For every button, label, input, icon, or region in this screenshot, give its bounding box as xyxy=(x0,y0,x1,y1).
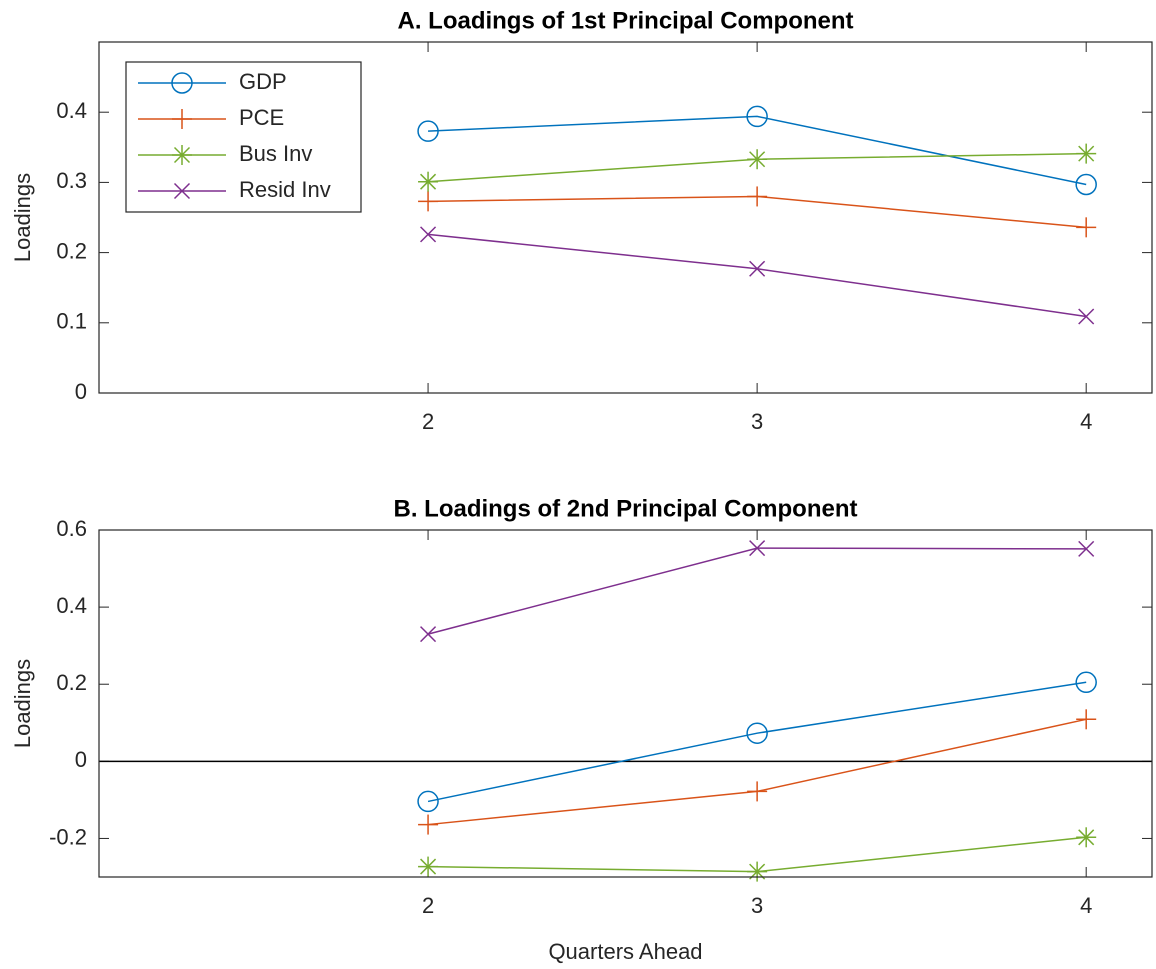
marker xyxy=(1078,308,1095,325)
marker-circle xyxy=(171,72,193,94)
y-axis-label: Loadings xyxy=(10,659,35,748)
marker-circle xyxy=(746,722,768,744)
series-line xyxy=(428,115,1087,186)
marker xyxy=(1076,827,1097,848)
marker-circle xyxy=(1075,173,1097,196)
marker-stroke xyxy=(420,173,437,190)
marker xyxy=(1078,540,1095,557)
marker-stroke xyxy=(1078,145,1095,162)
series-line xyxy=(427,718,1087,826)
marker xyxy=(417,120,439,142)
marker xyxy=(1076,143,1097,164)
y-tick-label: 0.4 xyxy=(56,98,87,123)
marker xyxy=(420,226,437,243)
axes-box xyxy=(98,41,1153,394)
marker xyxy=(418,191,439,212)
marker-circle xyxy=(417,790,439,813)
x-tick-label: 3 xyxy=(751,409,763,434)
marker xyxy=(747,781,768,802)
y-tick-label: 0.2 xyxy=(56,670,87,695)
y-tick-label: 0 xyxy=(75,747,87,772)
y-tick-label: -0.2 xyxy=(49,824,87,849)
plot-area xyxy=(98,529,1153,882)
marker xyxy=(172,109,192,129)
axes-box xyxy=(98,529,1153,878)
marker-stroke xyxy=(173,146,191,164)
legend: GDP PCE Bus Inv Resid Inv xyxy=(125,61,362,213)
legend-label: Bus Inv xyxy=(239,141,312,166)
series-line xyxy=(427,681,1087,803)
legend-label: Resid Inv xyxy=(239,177,331,202)
marker xyxy=(1076,217,1097,238)
y-tick-label: 0.4 xyxy=(56,593,87,618)
marker-stroke xyxy=(420,626,437,643)
marker xyxy=(1075,671,1097,694)
marker xyxy=(173,182,191,200)
y-tick-label: 0.6 xyxy=(56,516,87,541)
plot-area xyxy=(98,41,1153,394)
marker xyxy=(418,856,439,877)
marker xyxy=(746,722,768,744)
marker xyxy=(172,145,192,165)
y-tick-label: 0.1 xyxy=(56,309,87,334)
series-line xyxy=(427,547,1087,635)
marker xyxy=(171,72,193,94)
marker xyxy=(418,814,439,835)
y-tick-label: 0.3 xyxy=(56,168,87,193)
marker-stroke xyxy=(749,540,766,557)
marker-circle xyxy=(417,120,439,142)
x-tick-label: 3 xyxy=(751,893,763,918)
x-tick-label: 4 xyxy=(1080,893,1092,918)
marker-circle xyxy=(1075,671,1097,694)
legend-label: GDP xyxy=(239,69,287,94)
x-tick-label: 2 xyxy=(422,409,434,434)
marker-stroke xyxy=(1078,540,1095,557)
marker xyxy=(417,790,439,813)
marker xyxy=(747,149,768,170)
marker-stroke xyxy=(173,182,191,200)
series-line xyxy=(427,233,1087,318)
marker xyxy=(420,626,437,643)
y-tick-label: 0.2 xyxy=(56,238,87,263)
marker xyxy=(747,186,768,207)
marker-stroke xyxy=(749,260,766,277)
marker-stroke xyxy=(420,226,437,243)
marker xyxy=(749,540,766,557)
marker-circle xyxy=(746,105,768,128)
chart-title: B. Loadings of 2nd Principal Component xyxy=(393,495,857,522)
y-tick-label: 0 xyxy=(75,379,87,404)
marker-stroke xyxy=(420,858,437,875)
legend-label: PCE xyxy=(239,105,284,130)
chart-title: A. Loadings of 1st Principal Component xyxy=(397,7,853,34)
x-tick-label: 2 xyxy=(422,893,434,918)
marker xyxy=(1075,173,1097,196)
marker-stroke xyxy=(1078,829,1095,846)
marker-stroke xyxy=(749,151,766,168)
marker xyxy=(418,171,439,192)
marker xyxy=(746,105,768,128)
marker xyxy=(749,260,766,277)
x-axis-label: Quarters Ahead xyxy=(548,939,702,964)
x-tick-label: 4 xyxy=(1080,409,1092,434)
y-axis-label: Loadings xyxy=(10,173,35,262)
marker-stroke xyxy=(1078,308,1095,325)
legend-box xyxy=(125,61,362,213)
marker xyxy=(1076,709,1097,730)
marker xyxy=(747,861,768,882)
